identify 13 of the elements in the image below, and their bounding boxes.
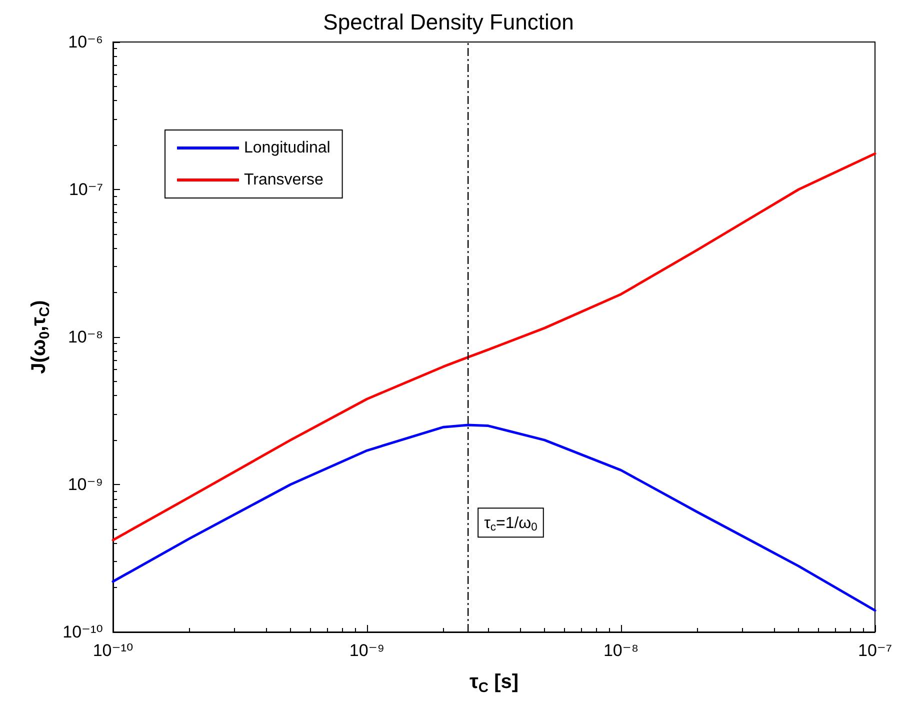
legend-label: Transverse	[244, 172, 324, 188]
y-tick-label: 10⁻⁷	[68, 180, 103, 199]
x-tick-label: 10⁻⁸	[603, 641, 639, 660]
x-tick-label: 10⁻⁹	[349, 641, 385, 660]
y-tick-label: 10⁻⁸	[68, 328, 103, 346]
chart-title: Spectral Density Function	[323, 10, 574, 34]
y-tick-label: 10⁻⁹	[68, 475, 103, 494]
legend-label: Longitudinal	[244, 140, 330, 156]
y-axis-title: J(ω0,τC)	[28, 300, 52, 374]
y-tick-label: 10⁻⁶	[68, 32, 103, 52]
x-tick-label: 10⁻⁷	[858, 641, 892, 660]
x-tick-label: 10⁻¹⁰	[92, 641, 134, 660]
y-tick-label: 10⁻¹⁰	[62, 622, 104, 642]
